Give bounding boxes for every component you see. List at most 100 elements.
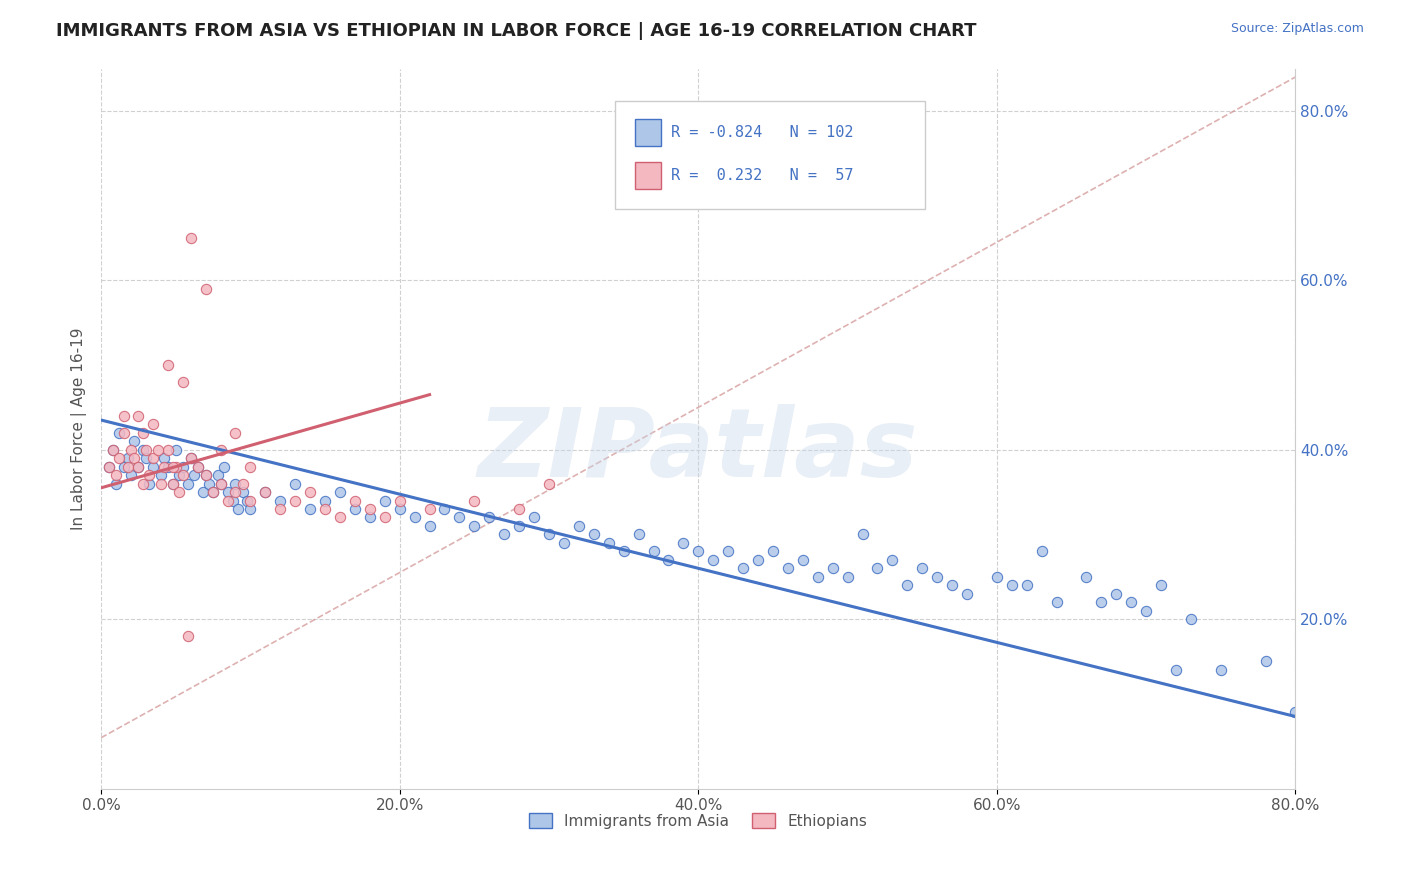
Point xyxy=(187,459,209,474)
Point xyxy=(149,476,172,491)
Point xyxy=(508,502,530,516)
Point xyxy=(537,476,560,491)
Point xyxy=(747,553,769,567)
Point xyxy=(165,459,187,474)
Point xyxy=(702,553,724,567)
Point xyxy=(941,578,963,592)
Point xyxy=(162,476,184,491)
Point xyxy=(1015,578,1038,592)
Point xyxy=(627,527,650,541)
Point xyxy=(882,553,904,567)
Point xyxy=(162,476,184,491)
Point xyxy=(132,425,155,440)
Point xyxy=(1105,587,1128,601)
Point xyxy=(404,510,426,524)
Point xyxy=(108,451,131,466)
Point xyxy=(523,510,546,524)
Point xyxy=(180,451,202,466)
Point xyxy=(837,570,859,584)
Point xyxy=(132,442,155,457)
Point xyxy=(851,527,873,541)
Point xyxy=(866,561,889,575)
Point xyxy=(180,231,202,245)
Point xyxy=(202,485,225,500)
Point xyxy=(388,493,411,508)
Point xyxy=(209,442,232,457)
Point xyxy=(236,493,259,508)
Point xyxy=(120,442,142,457)
Point xyxy=(762,544,785,558)
Point xyxy=(101,442,124,457)
Point xyxy=(172,375,194,389)
Point xyxy=(299,502,322,516)
Point xyxy=(212,459,235,474)
Point xyxy=(142,459,165,474)
Point xyxy=(224,425,246,440)
Point xyxy=(217,493,239,508)
Bar xyxy=(636,119,661,146)
Point xyxy=(359,502,381,516)
Point xyxy=(896,578,918,592)
Point xyxy=(122,451,145,466)
Point xyxy=(254,485,277,500)
Point xyxy=(807,570,830,584)
Point xyxy=(172,468,194,483)
Point xyxy=(97,459,120,474)
Point xyxy=(1121,595,1143,609)
Point xyxy=(112,459,135,474)
Point xyxy=(165,442,187,457)
Point xyxy=(132,476,155,491)
Point xyxy=(672,536,695,550)
Point xyxy=(986,570,1008,584)
Point xyxy=(127,459,149,474)
Point xyxy=(105,468,128,483)
Point xyxy=(284,493,307,508)
Point xyxy=(553,536,575,550)
Point xyxy=(254,485,277,500)
Point xyxy=(494,527,516,541)
Point xyxy=(157,442,180,457)
Legend: Immigrants from Asia, Ethiopians: Immigrants from Asia, Ethiopians xyxy=(523,806,873,835)
Point xyxy=(508,519,530,533)
Point xyxy=(153,451,176,466)
Text: Source: ZipAtlas.com: Source: ZipAtlas.com xyxy=(1230,22,1364,36)
Point xyxy=(142,451,165,466)
Point xyxy=(194,468,217,483)
Point xyxy=(1209,663,1232,677)
Point xyxy=(157,459,180,474)
Point xyxy=(127,409,149,423)
Point xyxy=(343,493,366,508)
Point xyxy=(177,629,200,643)
Point xyxy=(207,468,229,483)
Point xyxy=(463,519,485,533)
Point xyxy=(419,502,441,516)
Point xyxy=(688,544,710,558)
Point xyxy=(329,510,352,524)
Point xyxy=(239,493,262,508)
Point xyxy=(478,510,501,524)
Point xyxy=(209,476,232,491)
Point xyxy=(359,510,381,524)
Point xyxy=(224,476,246,491)
Point xyxy=(239,459,262,474)
Point xyxy=(1254,655,1277,669)
Point xyxy=(314,493,336,508)
Point xyxy=(197,476,219,491)
Point xyxy=(157,358,180,372)
Point xyxy=(105,476,128,491)
Point xyxy=(183,468,205,483)
Point xyxy=(1180,612,1202,626)
Point xyxy=(314,502,336,516)
Point xyxy=(177,476,200,491)
Point xyxy=(194,282,217,296)
Point xyxy=(776,561,799,575)
Point xyxy=(269,493,291,508)
Text: ZIPatlas: ZIPatlas xyxy=(478,403,918,497)
Point xyxy=(194,468,217,483)
Point xyxy=(228,502,250,516)
Point xyxy=(209,476,232,491)
Text: R =  0.232   N =  57: R = 0.232 N = 57 xyxy=(671,169,853,183)
Point xyxy=(221,493,243,508)
Point xyxy=(117,451,139,466)
Point xyxy=(232,476,254,491)
